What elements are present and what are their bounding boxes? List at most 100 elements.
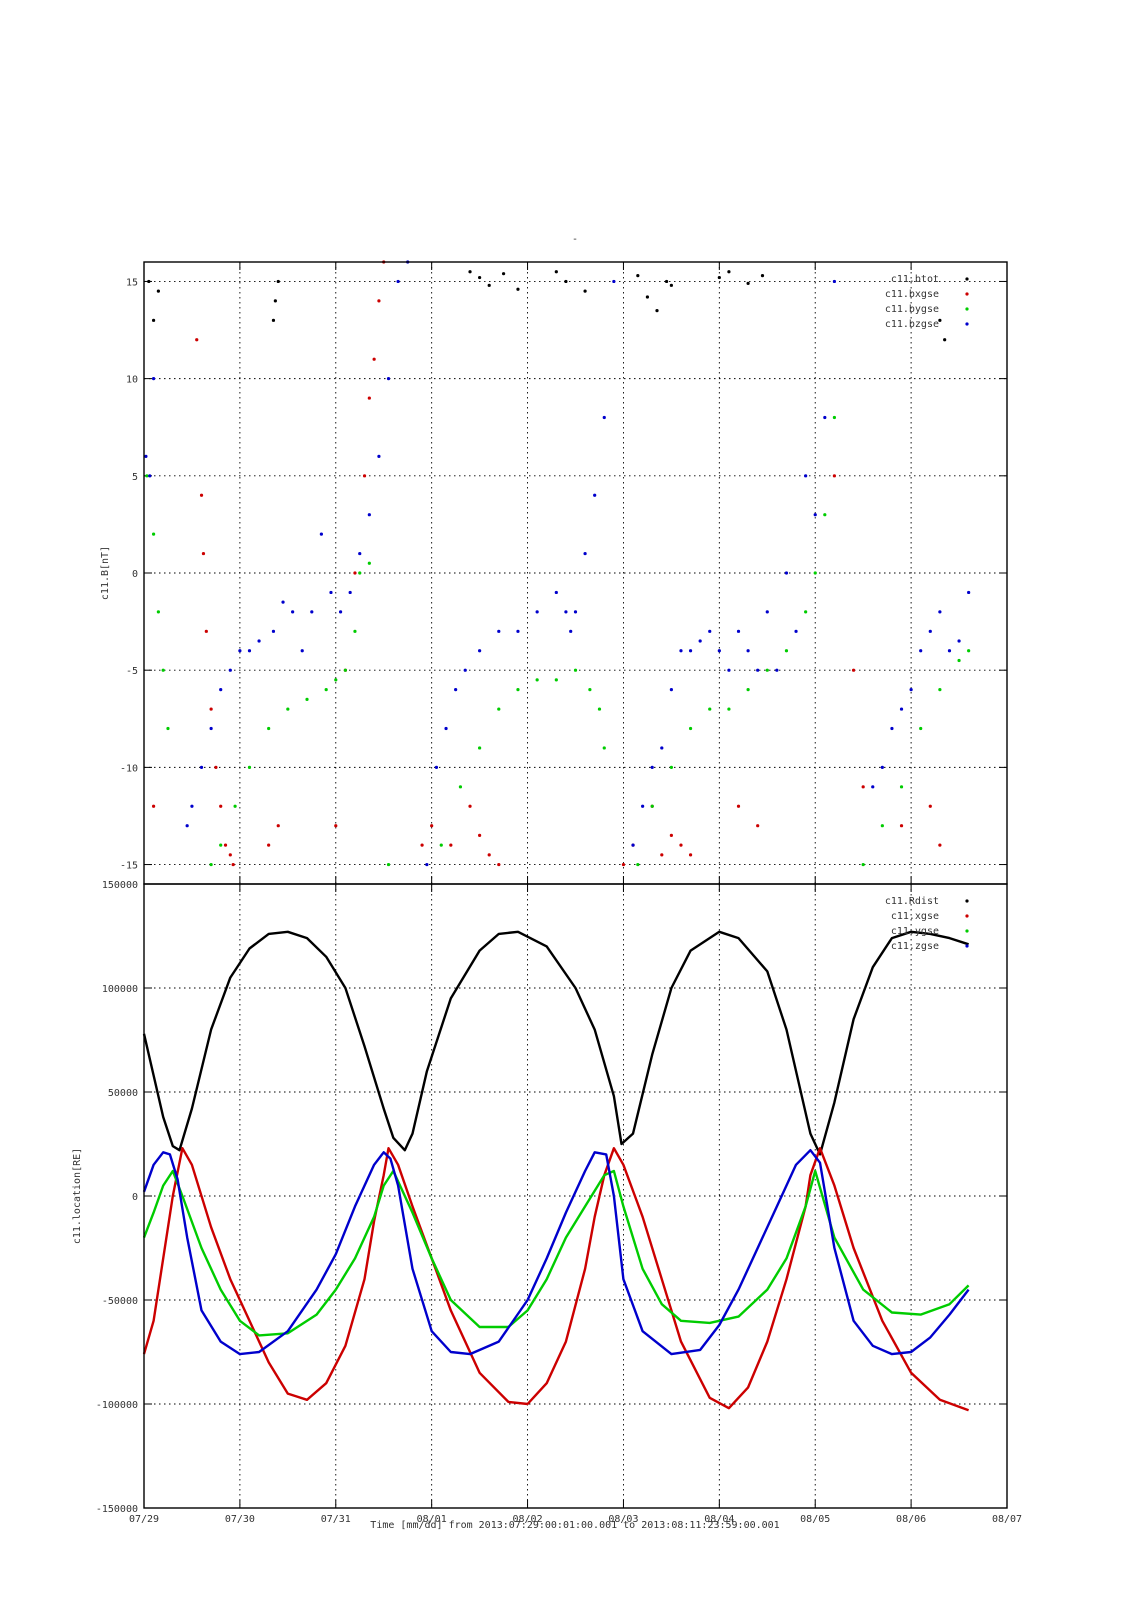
data-point-c11-bxgse <box>688 853 693 857</box>
data-point-c11-bxgse <box>430 824 434 828</box>
data-point-c11-btot <box>664 279 669 284</box>
data-point-c11-btot <box>746 281 750 285</box>
data-point-c11-btot <box>478 275 482 280</box>
series-line-c11-Rdist <box>142 930 969 1156</box>
data-point-c11-bygse <box>765 668 769 672</box>
data-point-c11-bzgse <box>813 513 817 517</box>
data-point-c11-bygse <box>358 571 362 575</box>
data-point-c11-bzgse <box>247 649 252 653</box>
data-point-c11-bxgse <box>151 804 156 808</box>
legend-marker <box>965 277 969 281</box>
data-point-c11-btot <box>564 279 568 284</box>
y-tick-label: 100000 <box>102 984 138 995</box>
legend-label: c11.zgse <box>891 941 939 952</box>
data-point-c11-bxgse <box>736 804 741 808</box>
magnetic-field-panel: -15 -10 -5 0 5 10 15 c11.B[nT] c11.btot c11.bxgse… <box>100 260 1008 885</box>
data-point-c11-bxgse <box>362 474 367 478</box>
data-point-c11-bxgse <box>199 493 204 497</box>
data-point-c11-bzgse <box>573 610 578 614</box>
y-tick-label: -100000 <box>96 1400 138 1411</box>
data-point-c11-bzgse <box>746 649 750 653</box>
data-point-c11-bxgse <box>372 357 376 361</box>
data-point-c11-bzgse <box>947 649 952 653</box>
data-point-c11-bygse <box>746 688 750 692</box>
data-point-c11-bygse <box>145 474 149 478</box>
data-point-c11-bxgse <box>223 843 228 847</box>
data-point-c11-btot <box>273 299 277 303</box>
data-point-c11-bzgse <box>679 649 683 653</box>
data-point-c11-bygse <box>286 707 290 711</box>
data-point-c11-bzgse <box>708 629 712 633</box>
data-point-c11-bxgse <box>228 853 232 857</box>
data-point-c11-bygse <box>209 862 213 867</box>
data-point-c11-bygse <box>343 668 347 672</box>
x-tick-label: 08/07 <box>992 1514 1022 1525</box>
y-tick-label: 50000 <box>108 1088 138 1099</box>
data-point-c11-btot <box>645 295 650 299</box>
data-point-c11-bzgse <box>890 726 894 731</box>
data-point-c11-bxgse <box>214 765 218 769</box>
data-point-c11-bxgse <box>487 853 491 857</box>
data-point-c11-bzgse <box>794 629 798 633</box>
data-point-c11-bzgse <box>358 551 362 556</box>
y-tick-label: 10 <box>126 375 138 386</box>
legend-marker <box>965 322 969 326</box>
data-point-c11-bzgse <box>756 668 760 672</box>
data-point-c11-bygse <box>588 688 592 692</box>
data-point-c11-btot <box>147 279 151 284</box>
data-point-c11-bxgse <box>621 862 626 867</box>
data-point-c11-btot <box>636 274 640 278</box>
data-point-c11-bzgse <box>478 649 482 653</box>
data-point-c11-bzgse <box>602 415 606 420</box>
data-point-c11-bzgse <box>736 629 741 633</box>
data-point-c11-bzgse <box>386 377 391 381</box>
y-tick-label: 0 <box>132 569 138 580</box>
data-point-c11-bzgse <box>425 862 429 867</box>
series-line-c11-xgse <box>142 1147 970 1412</box>
data-point-c11-bxgse <box>756 824 760 828</box>
data-point-c11-bzgse <box>650 765 654 769</box>
data-point-c11-bygse <box>967 649 971 653</box>
data-point-c11-bzgse <box>823 415 827 420</box>
data-point-c11-bygse <box>636 862 640 867</box>
data-point-c11-bxgse <box>449 843 453 847</box>
data-point-c11-bxgse <box>660 853 664 857</box>
data-point-c11-bygse <box>305 697 309 701</box>
data-point-c11-bygse <box>233 804 237 808</box>
data-point-c11-btot <box>943 338 947 342</box>
data-point-c11-bzgse <box>228 668 232 672</box>
data-point-c11-bygse <box>161 668 165 672</box>
data-point-c11-bxgse <box>377 299 381 303</box>
data-point-c11-bzgse <box>909 688 913 692</box>
data-point-c11-bygse <box>861 862 865 867</box>
page-title: - <box>572 234 578 245</box>
data-point-c11-bygse <box>267 726 271 731</box>
data-point-c11-bxgse <box>219 804 223 808</box>
data-point-c11-bzgse <box>938 610 942 614</box>
data-point-c11-bxgse <box>899 824 904 828</box>
time-axis-label: Time [mm/dd] from 2013:07:29:00:01:00.00… <box>370 1520 779 1531</box>
data-point-c11-bzgse <box>148 474 152 478</box>
data-point-c11-bygse <box>919 726 923 731</box>
data-point-c11-bzgse <box>967 590 971 595</box>
data-point-c11-btot <box>717 275 721 280</box>
data-point-c11-bzgse <box>396 279 400 284</box>
data-point-c11-bzgse <box>880 765 884 769</box>
x-tick-label: 08/03 <box>608 1514 638 1525</box>
data-point-c11-bygse <box>813 571 817 575</box>
data-point-c11-bygse <box>708 707 712 711</box>
data-point-c11-bzgse <box>899 707 904 711</box>
data-point-c11-bxgse <box>497 862 501 867</box>
data-point-c11-bygse <box>166 726 170 731</box>
data-point-c11-bzgse <box>291 610 295 614</box>
data-point-c11-btot <box>669 283 673 287</box>
data-point-c11-bzgse <box>688 649 693 653</box>
x-tick-label: 07/31 <box>321 1514 351 1525</box>
data-point-c11-bzgse <box>271 629 276 633</box>
data-point-c11-btot <box>501 272 506 276</box>
data-point-c11-bygse <box>597 707 602 711</box>
x-tick-label: 08/05 <box>800 1514 830 1525</box>
data-point-c11-bxgse <box>353 571 357 575</box>
data-point-c11-bzgse <box>919 649 923 653</box>
legend-marker <box>965 929 969 933</box>
